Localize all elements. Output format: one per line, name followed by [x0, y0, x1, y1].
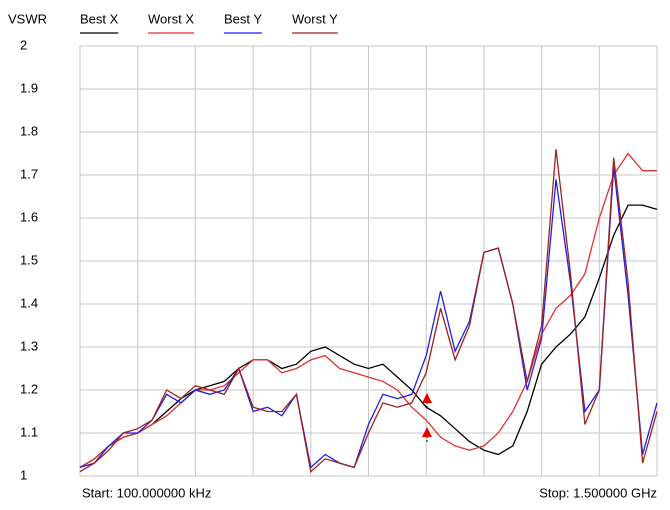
legend-label: Best Y	[224, 11, 262, 26]
y-tick-label: 1.8	[20, 123, 38, 138]
series-line	[79, 204, 658, 468]
legend-label: Worst X	[148, 11, 194, 26]
y-tick-label: 1.3	[20, 338, 38, 353]
y-tick-label: 1.1	[20, 424, 38, 439]
y-tick-label: 1	[20, 467, 27, 482]
series-line	[79, 166, 658, 469]
y-tick-label: 1.4	[20, 295, 38, 310]
stop-label: Stop: 1.500000 GHz	[539, 485, 657, 500]
y-tick-label: 1.2	[20, 381, 38, 396]
y-tick-label: 2	[20, 37, 27, 52]
y-tick-label: 1.5	[20, 252, 38, 267]
marker	[422, 393, 432, 403]
y-tick-label: 1.7	[20, 166, 38, 181]
series-line	[79, 149, 658, 473]
plot-frame	[79, 45, 658, 477]
legend-label: Best X	[80, 11, 119, 26]
y-tick-label: 1.9	[20, 80, 38, 95]
y-axis-label: VSWR	[8, 11, 47, 26]
marker	[422, 427, 432, 437]
start-label: Start: 100.000000 kHz	[82, 485, 211, 500]
legend-label: Worst Y	[292, 11, 338, 26]
y-tick-label: 1.6	[20, 209, 38, 224]
series-line	[79, 152, 657, 468]
